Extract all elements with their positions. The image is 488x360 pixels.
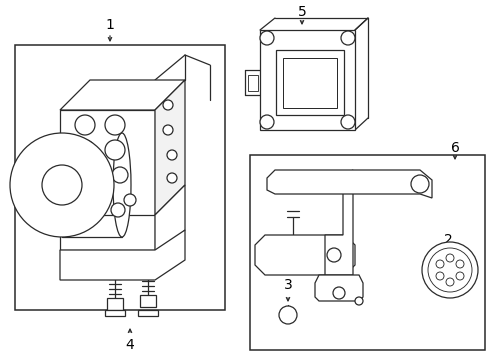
Circle shape: [455, 272, 463, 280]
Text: 4: 4: [125, 338, 134, 352]
Circle shape: [163, 100, 173, 110]
Text: 2: 2: [443, 233, 451, 247]
Circle shape: [10, 133, 114, 237]
Circle shape: [445, 278, 453, 286]
Circle shape: [163, 125, 173, 135]
Circle shape: [410, 175, 428, 193]
Circle shape: [111, 203, 125, 217]
Circle shape: [77, 167, 93, 183]
Bar: [140, 295, 156, 307]
Circle shape: [427, 248, 471, 292]
Circle shape: [340, 115, 354, 129]
Bar: [15, 45, 224, 310]
Circle shape: [354, 297, 362, 305]
Bar: [138, 310, 158, 316]
Circle shape: [279, 306, 296, 324]
Polygon shape: [60, 110, 155, 215]
Bar: [105, 310, 125, 316]
Polygon shape: [314, 275, 362, 301]
Text: 1: 1: [105, 18, 114, 32]
Circle shape: [455, 260, 463, 268]
Bar: [249, 155, 484, 350]
Circle shape: [260, 115, 273, 129]
Circle shape: [75, 140, 95, 160]
Bar: [275, 50, 343, 115]
Text: 3: 3: [283, 278, 292, 292]
Circle shape: [435, 272, 443, 280]
Ellipse shape: [113, 133, 131, 237]
Polygon shape: [155, 80, 184, 215]
Text: 5: 5: [297, 5, 306, 19]
Text: 6: 6: [449, 141, 459, 155]
Circle shape: [112, 167, 128, 183]
Circle shape: [105, 140, 125, 160]
Circle shape: [421, 242, 477, 298]
Polygon shape: [60, 80, 184, 110]
Circle shape: [340, 31, 354, 45]
Circle shape: [445, 254, 453, 262]
Polygon shape: [266, 170, 431, 198]
Polygon shape: [260, 30, 354, 130]
Circle shape: [326, 248, 340, 262]
Circle shape: [42, 165, 82, 205]
Circle shape: [260, 31, 273, 45]
Circle shape: [332, 287, 345, 299]
Polygon shape: [155, 185, 184, 260]
Polygon shape: [60, 230, 184, 280]
Circle shape: [435, 260, 443, 268]
Bar: [283, 58, 336, 108]
Polygon shape: [325, 170, 352, 275]
Circle shape: [75, 115, 95, 135]
Circle shape: [167, 173, 177, 183]
Bar: [247, 75, 258, 91]
Circle shape: [105, 115, 125, 135]
Circle shape: [167, 150, 177, 160]
Bar: [107, 298, 123, 310]
Polygon shape: [254, 235, 354, 275]
Circle shape: [124, 194, 136, 206]
